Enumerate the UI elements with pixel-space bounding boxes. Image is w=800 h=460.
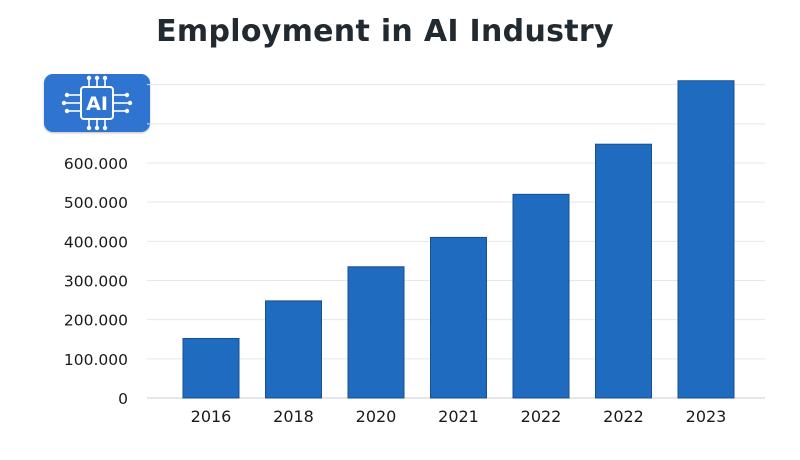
- y-tick-label: 100.000: [64, 351, 128, 369]
- ai-chip-logo: AI: [44, 74, 150, 132]
- bar: [430, 236, 487, 399]
- x-tick-label: 2018: [273, 407, 314, 426]
- x-tick-label: 2022: [521, 407, 562, 426]
- bar: [595, 143, 652, 399]
- bar: [512, 193, 570, 399]
- y-tick-label: 600.000: [64, 155, 128, 173]
- chart-title: Employment in AI Industry: [156, 14, 614, 49]
- bar: [182, 337, 240, 399]
- y-axis-tick-labels: 0 100.000 200.000 300.000 400.000 500.000 600.…: [64, 155, 128, 408]
- y-tick-label: 300.000: [64, 273, 128, 291]
- y-tick-label: 500.000: [64, 194, 128, 212]
- y-tick-label: 0: [118, 390, 128, 408]
- ai-logo-text: AI: [86, 93, 108, 115]
- x-tick-label: 2016: [191, 407, 232, 426]
- bars: [182, 80, 735, 399]
- x-tick-label: 2020: [356, 407, 397, 426]
- x-tick-label: 2021: [438, 407, 479, 426]
- y-tick-label: 200.000: [64, 312, 128, 330]
- bar: [265, 300, 322, 399]
- x-axis-tick-labels: 2016 2018 2020 2021 2022 2022 2023: [191, 407, 727, 426]
- bar: [347, 266, 405, 399]
- y-tick-label: 400.000: [64, 233, 128, 251]
- ai-chip-icon: AI: [61, 75, 133, 131]
- x-tick-label: 2022: [603, 407, 644, 426]
- x-tick-label: 2023: [686, 407, 727, 426]
- bar: [677, 80, 735, 399]
